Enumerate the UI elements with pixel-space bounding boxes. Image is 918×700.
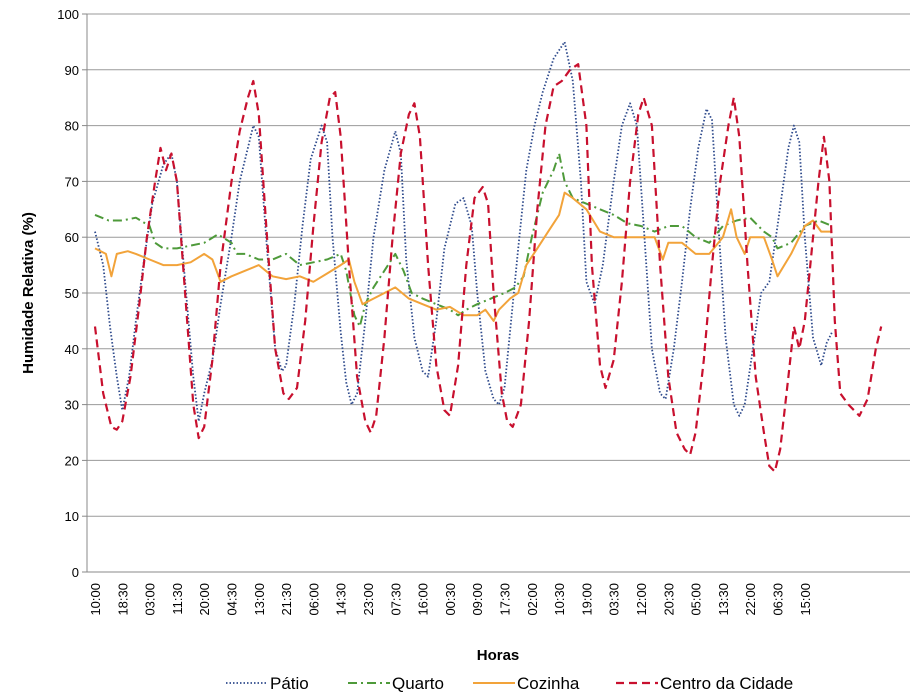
- x-tick-label: 22:00: [743, 583, 758, 616]
- x-tick-label: 10:00: [88, 583, 103, 616]
- y-tick-label: 30: [65, 398, 79, 413]
- x-tick-label: 03:30: [607, 583, 622, 616]
- x-axis-ticks: 10:00 18:30 03:00 11:30 20:00 04:30 13:00 21:30…: [88, 583, 813, 616]
- x-tick-label: 19:00: [579, 583, 594, 616]
- series-line-2: [94, 191, 833, 322]
- legend: Pátio Quarto Cozinha Centro da Cidade: [226, 674, 793, 693]
- x-tick-label: 00:30: [443, 583, 458, 616]
- x-tick-label: 17:30: [498, 583, 513, 616]
- series-line-1: [94, 152, 833, 328]
- x-tick-label: 15:00: [798, 583, 813, 616]
- y-axis-ticks: 0 10 20 30 40 50 60 70 80 90 100: [57, 7, 87, 580]
- x-axis-title: Horas: [477, 647, 520, 664]
- x-tick-label: 06:00: [306, 583, 321, 616]
- x-tick-label: 02:00: [525, 583, 540, 616]
- x-tick-label: 18:30: [115, 583, 130, 616]
- x-tick-label: 05:00: [689, 583, 704, 616]
- x-tick-label: 23:00: [361, 583, 376, 616]
- legend-label: Quarto: [392, 674, 444, 693]
- y-tick-label: 100: [57, 7, 79, 22]
- x-tick-label: 20:30: [661, 583, 676, 616]
- y-tick-label: 60: [65, 230, 79, 245]
- gridlines: [87, 13, 910, 517]
- x-tick-label: 09:00: [470, 583, 485, 616]
- series-line-0: [94, 41, 833, 423]
- y-tick-label: 0: [72, 565, 79, 580]
- legend-label: Pátio: [270, 674, 309, 693]
- y-tick-label: 10: [65, 509, 79, 524]
- y-tick-label: 80: [65, 119, 79, 134]
- x-tick-label: 13:00: [252, 583, 267, 616]
- x-tick-label: 03:00: [143, 583, 158, 616]
- y-tick-label: 40: [65, 342, 79, 357]
- y-axis-title: Humidade Relativa (%): [20, 212, 37, 374]
- x-tick-label: 14:30: [334, 583, 349, 616]
- y-tick-label: 50: [65, 286, 79, 301]
- x-tick-label: 21:30: [279, 583, 294, 616]
- x-tick-label: 06:30: [771, 583, 786, 616]
- series-line-3: [93, 63, 883, 473]
- x-tick-label: 12:00: [634, 583, 649, 616]
- series-lines: [93, 41, 883, 473]
- x-tick-label: 13:30: [716, 583, 731, 616]
- y-tick-label: 20: [65, 453, 79, 468]
- legend-label: Cozinha: [517, 674, 580, 693]
- legend-label: Centro da Cidade: [660, 674, 793, 693]
- y-tick-label: 70: [65, 174, 79, 189]
- x-tick-label: 11:30: [170, 583, 185, 615]
- x-tick-label: 04:30: [225, 583, 240, 616]
- x-tick-label: 10:30: [552, 583, 567, 616]
- x-tick-label: 16:00: [416, 583, 431, 616]
- x-tick-label: 20:00: [197, 583, 212, 616]
- x-tick-label: 07:30: [388, 583, 403, 616]
- y-tick-label: 90: [65, 63, 79, 78]
